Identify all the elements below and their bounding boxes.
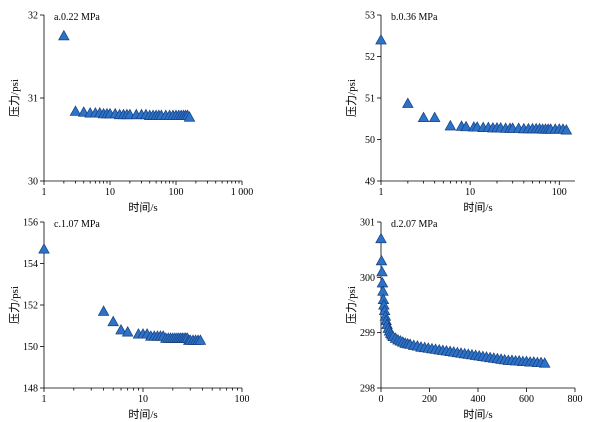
y-tick-label: 156 (23, 218, 38, 229)
y-tick-label: 301 (360, 218, 375, 229)
y-tick-label: 32 (28, 11, 38, 22)
y-tick-label: 49 (365, 177, 375, 188)
data-point (69, 105, 82, 116)
y-tick-label: 50 (365, 135, 375, 146)
x-tick-label: 1 (42, 187, 47, 198)
y-tick-label: 299 (360, 328, 375, 339)
data-point (107, 315, 119, 327)
chart-panel-2: 1 10 100 148 150 152 154 156 c.1.07 MPa 时间/s 压力/ps… (8, 218, 250, 422)
x-tick-label: 800 (568, 394, 583, 405)
y-tick-label: 53 (365, 11, 375, 22)
x-tick-label: 10 (138, 394, 148, 405)
data-point (376, 276, 389, 288)
y-axis-title: 压力/psi (8, 286, 21, 324)
x-tick-label: 10 (465, 187, 475, 198)
x-tick-label: 1 (379, 187, 384, 198)
x-axis-title: 时间/s (463, 201, 492, 214)
data-point (444, 119, 457, 131)
y-tick-label: 152 (23, 301, 38, 312)
x-tick-label: 100 (235, 394, 250, 405)
y-axis-title: 压力/psi (345, 286, 358, 324)
y-axis-title: 压力/psi (8, 79, 21, 117)
chart-panel-3: 0 200 400 600 800 298 299 300 301 d.2.07 MPa 时间/s 压… (345, 218, 583, 422)
data-point (560, 124, 573, 135)
x-axis-title: 时间/s (128, 408, 157, 421)
x-tick-label: 10 (105, 187, 115, 198)
panel-label: c.1.07 MPa (54, 219, 100, 230)
y-tick-label: 30 (28, 177, 38, 188)
data-point (375, 232, 387, 244)
data-point (417, 111, 430, 123)
x-axis-title: 时间/s (128, 201, 157, 214)
y-tick-label: 51 (365, 94, 375, 105)
y-axis-title: 压力/psi (345, 79, 358, 117)
data-point (375, 254, 388, 266)
data-point (58, 29, 70, 41)
data-point (97, 305, 110, 316)
panel-label: d.2.07 MPa (391, 219, 438, 230)
x-tick-label: 0 (379, 394, 384, 405)
x-tick-label: 200 (422, 394, 437, 405)
data-point (194, 334, 207, 345)
data-point (38, 243, 50, 254)
data-point (375, 33, 387, 45)
y-tick-label: 154 (23, 259, 38, 270)
y-tick-label: 150 (23, 342, 38, 353)
panel-label: b.0.36 MPa (391, 12, 438, 23)
data-point (460, 120, 472, 132)
chart-panel-1: 1 10 100 49 50 51 52 53 b.0.36 MPa 时间/s 压力/psi (345, 11, 575, 214)
x-tick-label: 1 000 (231, 187, 254, 198)
y-tick-label: 148 (23, 384, 38, 395)
x-tick-label: 600 (519, 394, 534, 405)
y-tick-label: 31 (28, 94, 38, 105)
x-tick-label: 400 (471, 394, 486, 405)
data-point (115, 323, 127, 335)
x-tick-label: 100 (169, 187, 184, 198)
panel-label: a.0.22 MPa (54, 12, 100, 23)
data-point (183, 111, 196, 122)
y-tick-label: 298 (360, 384, 375, 395)
data-point (538, 357, 551, 368)
data-point (376, 265, 388, 277)
data-point (121, 326, 134, 337)
y-tick-label: 52 (365, 52, 375, 63)
data-point (428, 111, 441, 123)
data-point (402, 97, 414, 108)
x-tick-label: 1 (42, 394, 47, 405)
x-axis-title: 时间/s (463, 408, 492, 421)
y-tick-label: 300 (360, 273, 375, 284)
x-tick-label: 100 (552, 187, 567, 198)
chart-panel-0: 1 10 100 1 000 30 31 32 a.0.22 MPa 时间/s 压力/psi (8, 11, 253, 215)
